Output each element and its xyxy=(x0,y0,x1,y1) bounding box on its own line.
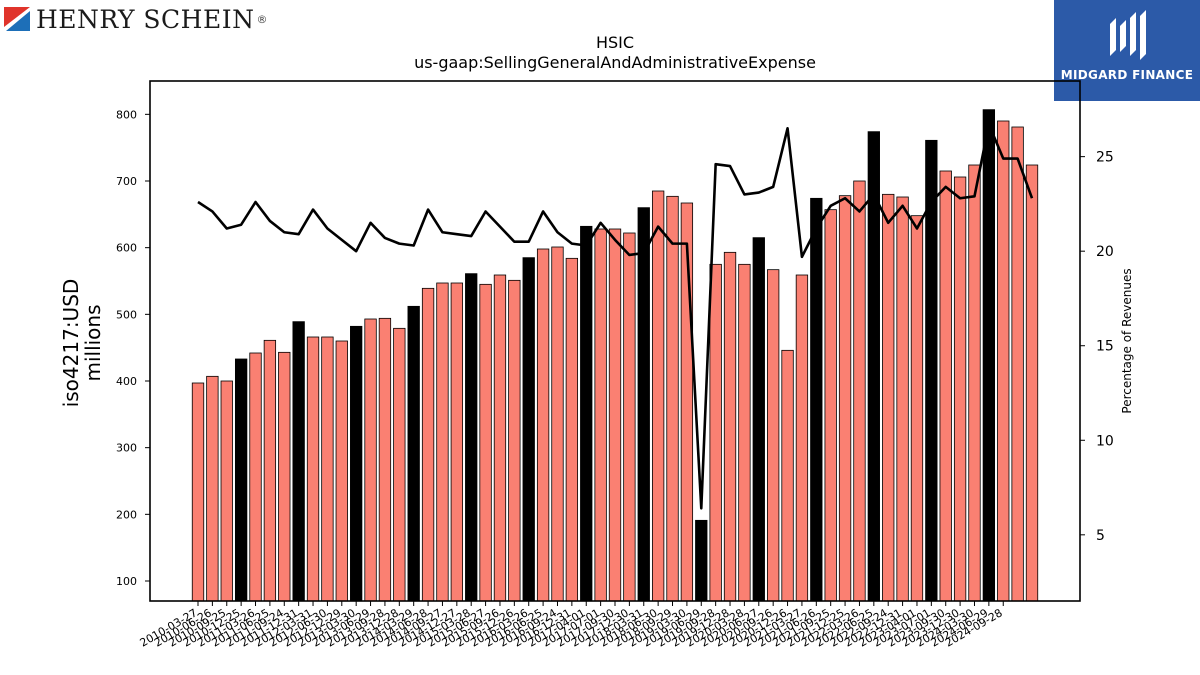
bar xyxy=(594,228,607,602)
bar xyxy=(810,197,823,602)
bar xyxy=(939,170,952,602)
bar xyxy=(378,317,392,602)
y-tick-label: 300 xyxy=(116,442,137,455)
bar xyxy=(896,196,909,602)
bar xyxy=(695,519,708,602)
bar xyxy=(752,237,765,602)
bar xyxy=(824,209,837,602)
bar xyxy=(465,273,478,602)
chart-title: HSIC xyxy=(596,33,634,52)
bar xyxy=(608,228,622,602)
midgard-finance-wordmark: MIDGARD FINANCE xyxy=(1060,68,1194,82)
pct-revenue-line xyxy=(197,123,1034,510)
bar xyxy=(436,282,449,602)
bar xyxy=(723,251,737,602)
y-tick-label: 700 xyxy=(116,175,137,188)
y-tick-label: 200 xyxy=(116,508,137,521)
bar xyxy=(1025,164,1039,602)
bar xyxy=(450,282,463,602)
bar xyxy=(479,283,492,602)
bar xyxy=(421,287,435,602)
bar xyxy=(278,351,291,602)
bar xyxy=(335,340,348,602)
bar xyxy=(191,382,205,602)
y-tick-label: 500 xyxy=(116,308,137,321)
bar xyxy=(536,248,550,602)
registered-mark: ® xyxy=(256,12,268,26)
bar xyxy=(1011,126,1024,602)
y2-tick-label: 20 xyxy=(1096,244,1114,260)
y2-axis-label: Percentage of Revenues xyxy=(1120,268,1134,413)
y-tick-label: 100 xyxy=(116,575,137,588)
bar xyxy=(997,120,1010,602)
y-tick-label: 800 xyxy=(116,108,137,121)
bar xyxy=(407,305,420,602)
bar xyxy=(364,318,377,602)
midgard-m-icon xyxy=(1110,10,1146,60)
bar xyxy=(968,164,981,602)
y2-tick-label: 10 xyxy=(1096,433,1114,449)
y-tick-label: 400 xyxy=(116,375,137,388)
y2-tick-label: 5 xyxy=(1096,528,1105,544)
y-axis-label: millions xyxy=(81,304,105,381)
bar xyxy=(220,380,233,602)
bar xyxy=(651,190,665,602)
bar xyxy=(306,336,320,602)
bar xyxy=(982,109,996,602)
bar xyxy=(853,180,866,602)
bar xyxy=(910,215,924,602)
bar xyxy=(551,246,564,602)
y2-tick-label: 25 xyxy=(1096,150,1114,166)
bar xyxy=(738,263,751,602)
bar xyxy=(882,193,895,602)
bar xyxy=(767,269,780,602)
bar xyxy=(838,195,852,602)
henry-schein-logo: HENRY SCHEIN ® xyxy=(4,4,268,34)
midgard-finance-logo: MIDGARD FINANCE xyxy=(1054,0,1200,101)
henry-schein-flag-icon xyxy=(4,7,30,31)
bar xyxy=(623,232,636,602)
y2-tick-label: 15 xyxy=(1096,339,1114,355)
y-tick-label: 600 xyxy=(116,242,137,255)
bar xyxy=(508,279,521,602)
bar xyxy=(292,321,305,602)
bar xyxy=(637,207,650,602)
chart-subtitle: us-gaap:SellingGeneralAndAdministrativeE… xyxy=(414,53,816,72)
bar xyxy=(206,375,219,602)
bar xyxy=(781,349,794,602)
bar xyxy=(249,352,262,602)
bar xyxy=(522,257,535,602)
bar xyxy=(234,358,248,602)
bar xyxy=(580,225,593,602)
bar xyxy=(795,274,809,602)
bar xyxy=(953,176,967,602)
bar xyxy=(393,327,406,602)
bar xyxy=(350,325,363,602)
bar xyxy=(263,339,277,602)
henry-schein-wordmark: HENRY SCHEIN xyxy=(36,4,255,34)
bar xyxy=(666,195,679,602)
bar xyxy=(321,336,334,602)
bar xyxy=(709,263,722,602)
y-axis-label: iso4217:USD xyxy=(59,279,83,408)
bar xyxy=(493,274,507,602)
bar xyxy=(565,257,579,602)
